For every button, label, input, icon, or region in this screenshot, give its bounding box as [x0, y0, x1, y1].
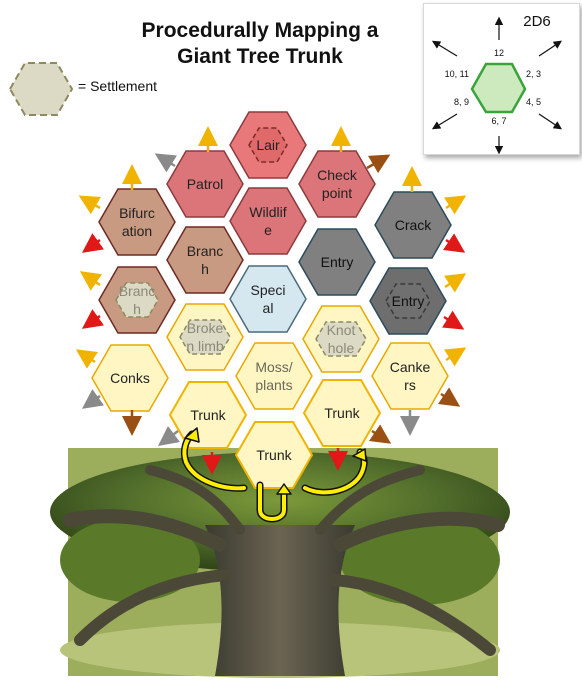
tree-illustration — [50, 448, 510, 678]
settlement-marker — [385, 283, 431, 319]
hex-label: Trunk — [324, 405, 360, 421]
hex-label-line-2: plants — [255, 377, 292, 393]
title-line-1: Procedurally Mapping a — [141, 19, 379, 42]
hex-bifurcation: Bifurc ation — [98, 188, 176, 256]
hex-label-line-1: Knot — [327, 322, 356, 338]
hex-crack: Crack — [374, 191, 452, 259]
arrow-red — [81, 233, 105, 253]
hex-label-line-2: hole — [328, 340, 355, 356]
dice-value-upper-left: 10, 11 — [445, 69, 469, 79]
hex-lair: Lair — [229, 111, 307, 179]
hex-label-line-1: Wildlif — [249, 204, 286, 220]
hex-label-line-2: e — [264, 222, 272, 238]
hex-label-line-1: Bifurc — [119, 205, 155, 221]
hex-label-line-1: Moss/ — [255, 359, 292, 375]
arrow-gray — [81, 389, 105, 409]
title-line-2: Giant Tree Trunk — [177, 45, 343, 68]
hex-branch-upper: Branc h — [166, 226, 244, 294]
arrow-brown — [368, 424, 392, 444]
arrow-gold — [443, 273, 467, 293]
hex-label: Crack — [395, 217, 433, 233]
hex-label-line-2: point — [322, 185, 352, 201]
hex-label-line-1: Broke — [187, 320, 224, 336]
hex-knot-hole: Knot hole — [302, 305, 380, 373]
dice-value-upper-right: 2, 3 — [526, 69, 541, 79]
dice-center-hex — [470, 62, 527, 114]
dice-arrow-lower-left — [431, 113, 458, 130]
hex-label: Patrol — [187, 176, 224, 192]
hex-label: Lair — [256, 137, 280, 153]
arrow-red — [81, 309, 105, 329]
arrow-gray — [154, 153, 178, 173]
dice-arrow-upper-left — [431, 40, 458, 57]
arrow-gray — [158, 426, 180, 446]
hex-label-line-2: ation — [122, 223, 152, 239]
arrow-gold — [78, 195, 101, 215]
dice-arrow-lower-right — [538, 113, 562, 130]
hex-label-line-2: al — [263, 300, 274, 316]
hex-label-line-2: h — [201, 261, 209, 277]
hex-broken-limb: Broke n limb — [166, 303, 244, 371]
hex-trunk-right: Trunk — [302, 379, 382, 447]
hex-label-line-1: Speci — [250, 282, 285, 298]
hex-label-line-1: Branc — [187, 243, 224, 259]
hex-label-line-2: h — [133, 301, 141, 317]
hex-label-line-2: n limb — [186, 338, 224, 354]
dice-direction-inset: 2D6 12 2, 3 4, 5 6, 7 8, 9 10, 11 — [423, 3, 580, 155]
arrow-brown — [437, 387, 461, 407]
dice-value-up: 12 — [494, 48, 504, 58]
dice-value-lower-right: 4, 5 — [526, 97, 541, 107]
hex-conks: Conks — [91, 344, 169, 412]
hex-label: Entry — [321, 254, 354, 270]
hex-label-line-1: Branc — [119, 283, 156, 299]
hex-wildlife: Wildlif e — [229, 187, 307, 255]
hex-label: Trunk — [256, 447, 292, 463]
exit-arrows — [75, 126, 467, 475]
hex-special: Speci al — [229, 265, 307, 333]
legend-settlement-hex — [8, 62, 74, 116]
dice-label: 2D6 — [523, 13, 551, 30]
hex-patrol: Patrol — [166, 150, 244, 218]
hex-branch-lower: Branc h — [98, 266, 176, 334]
settlement-marker — [179, 319, 231, 355]
arrow-red — [442, 233, 466, 253]
arrow-red — [441, 310, 465, 330]
hex-entry-center: Entry — [298, 228, 376, 296]
hex-label: Trunk — [190, 407, 226, 423]
arrow-brown — [366, 154, 391, 174]
dice-value-down: 6, 7 — [491, 116, 506, 126]
settlement-marker — [315, 321, 367, 357]
hex-cankers: Canke rs — [371, 342, 449, 410]
hex-label: Conks — [110, 370, 150, 386]
arrow-gold — [443, 347, 467, 367]
hex-label: Entry — [392, 293, 425, 309]
loop-arrows — [180, 427, 368, 523]
arrow-gold — [79, 271, 103, 291]
hex-trunk-left: Trunk — [168, 381, 248, 449]
hex-label-line-1: Check — [317, 167, 358, 183]
page-title: Procedurally Mapping a Giant Tree Trunk — [100, 18, 420, 70]
hex-trunk-bottom: Trunk — [234, 421, 314, 489]
dice-arrow-upper-right — [538, 40, 562, 57]
hex-checkpoint: Check point — [298, 150, 376, 218]
legend-label: = Settlement — [78, 78, 157, 94]
hex-label-line-1: Canke — [390, 359, 431, 375]
hex-entry-right: Entry — [369, 267, 447, 335]
settlement-marker — [115, 282, 159, 318]
dice-value-lower-left: 8, 9 — [454, 97, 469, 107]
hex-label-line-2: rs — [404, 377, 416, 393]
arrow-gold — [75, 349, 99, 369]
hex-moss-plants: Moss/ plants — [235, 342, 313, 410]
settlement-marker — [248, 127, 288, 163]
arrow-gold — [443, 195, 467, 215]
